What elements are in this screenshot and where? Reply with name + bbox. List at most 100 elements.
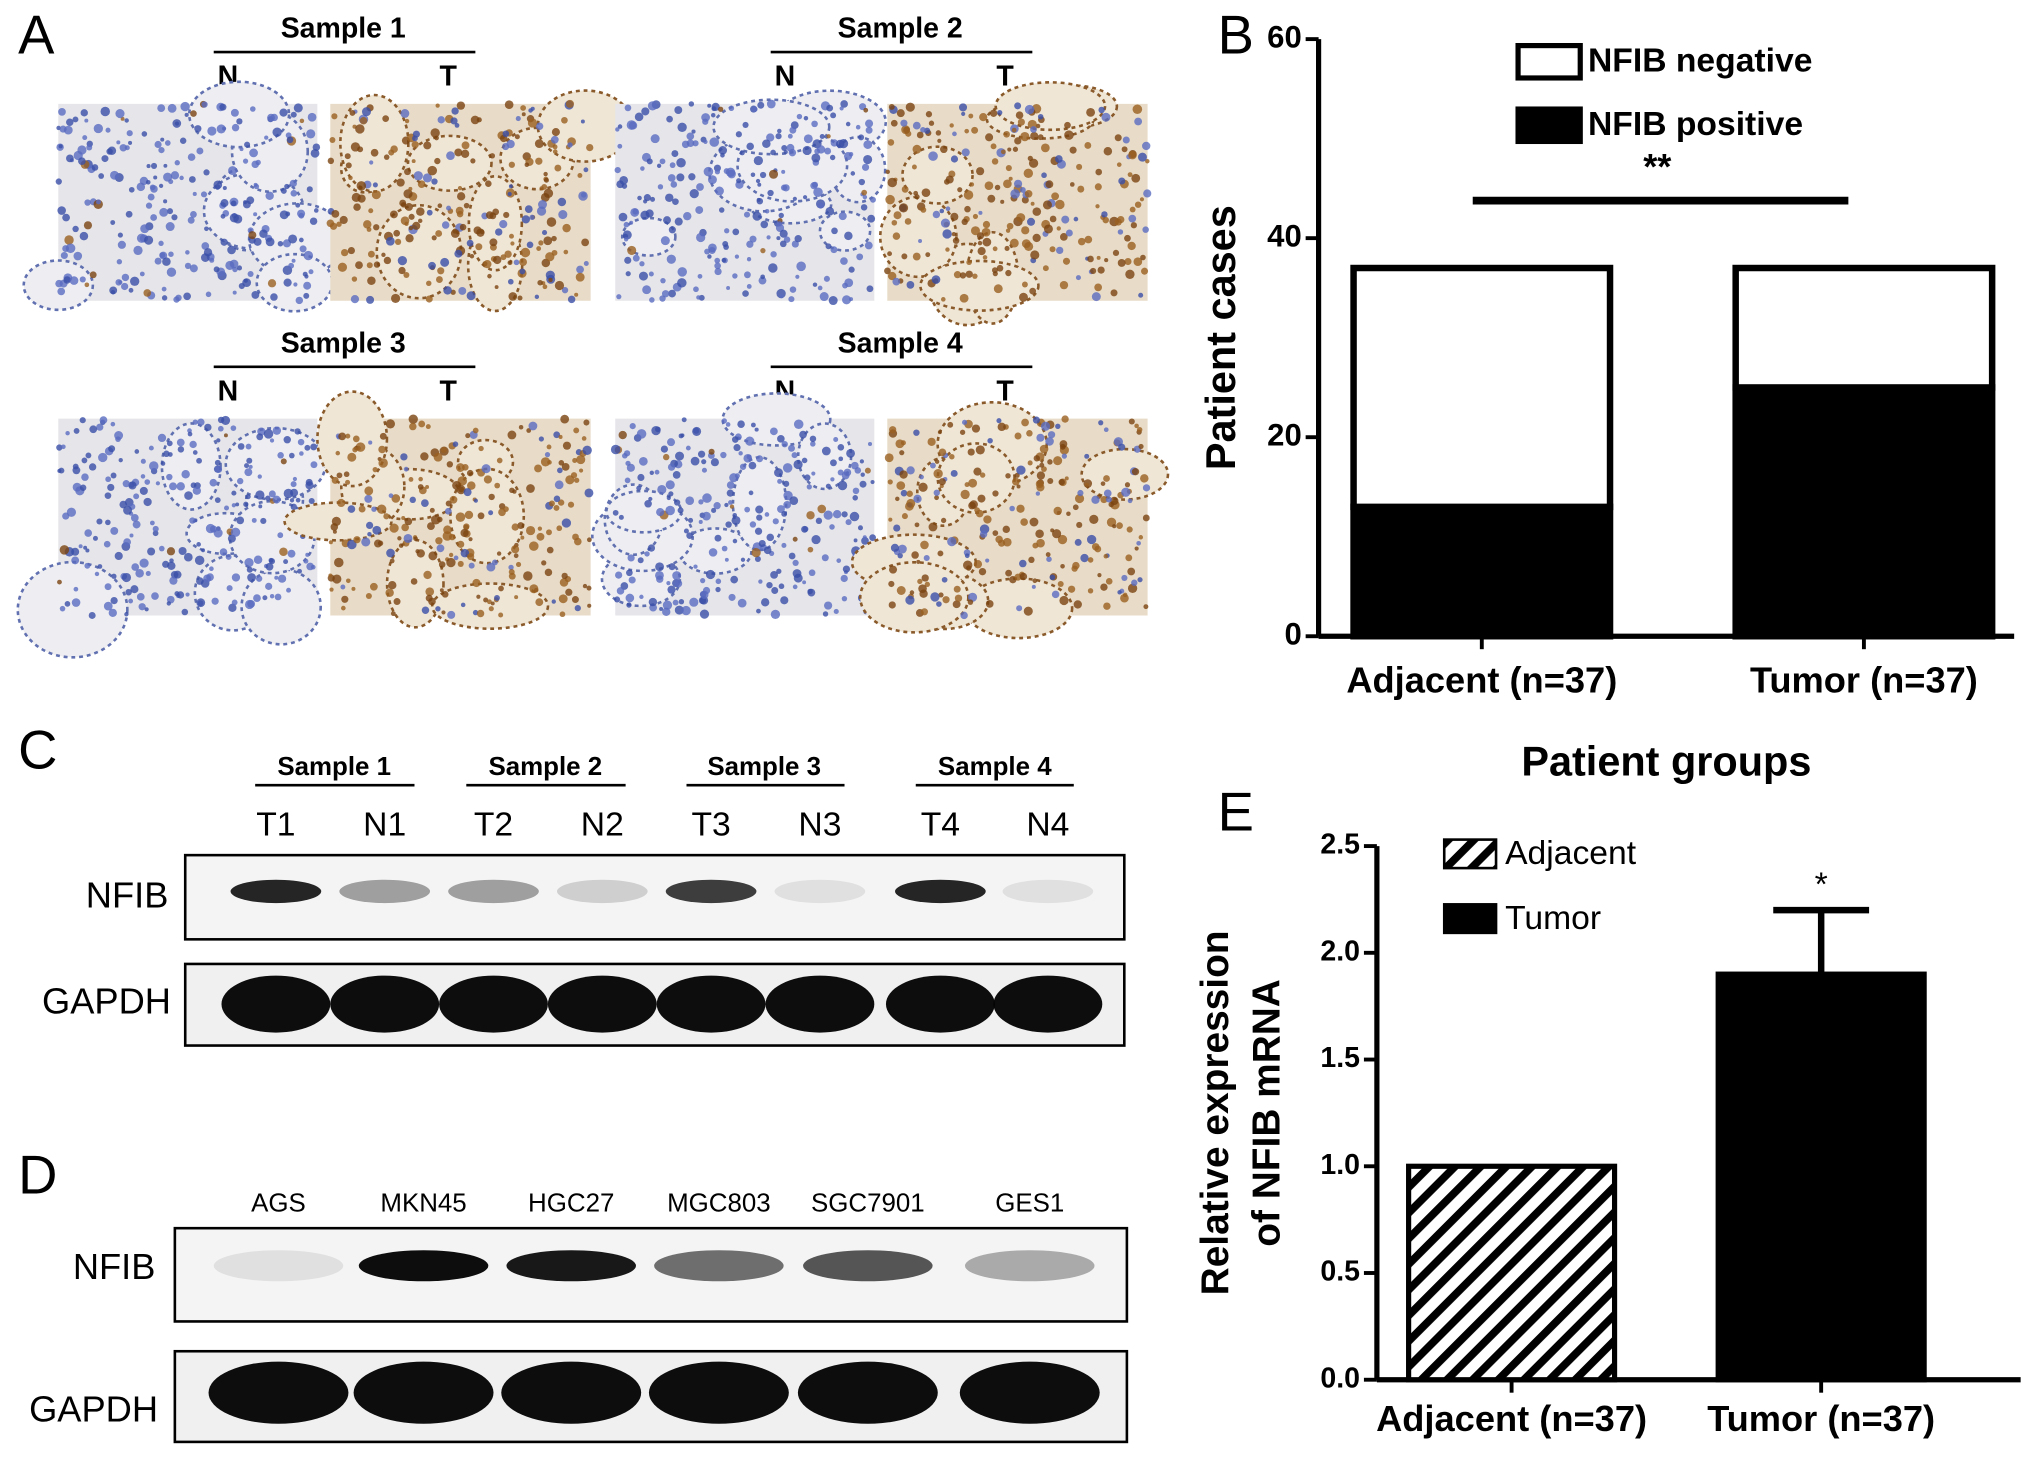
nucleus (677, 507, 684, 514)
normal-label: N (218, 375, 239, 407)
gland (620, 216, 677, 257)
nucleus (625, 271, 631, 277)
nucleus (928, 522, 938, 532)
nucleus (626, 602, 632, 608)
nucleus (829, 154, 836, 161)
nucleus (114, 551, 123, 561)
nucleus (220, 199, 229, 208)
nucleus (1133, 257, 1143, 267)
nucleus (1128, 150, 1137, 160)
nucleus (657, 484, 667, 495)
nucleus (906, 466, 915, 475)
nucleus (668, 588, 673, 594)
nucleus (938, 478, 946, 486)
nucleus (385, 588, 394, 597)
nucleus (460, 602, 466, 608)
nucleus (833, 437, 839, 443)
blot-band (439, 975, 548, 1033)
nucleus (647, 544, 656, 552)
nucleus (158, 183, 164, 188)
nucleus (911, 164, 917, 170)
nucleus (101, 155, 109, 163)
nucleus (1011, 127, 1017, 133)
nucleus (764, 208, 770, 214)
nucleus (389, 210, 398, 219)
nucleus (341, 595, 349, 603)
nucleus (777, 435, 785, 443)
nucleus (1060, 563, 1065, 569)
nucleus (582, 583, 588, 589)
nucleus (731, 436, 739, 443)
nucleus (905, 501, 914, 511)
nucleus (108, 445, 116, 453)
nucleus (920, 608, 929, 616)
nucleus (196, 457, 202, 464)
nucleus (288, 262, 295, 269)
nucleus (616, 180, 625, 189)
nucleus (504, 250, 512, 258)
nucleus (772, 518, 779, 525)
nucleus (720, 152, 725, 158)
nucleus (84, 118, 89, 123)
nucleus (245, 443, 252, 450)
nucleus (274, 575, 279, 580)
nucleus (306, 129, 316, 139)
nucleus (817, 202, 824, 209)
nucleus (639, 594, 644, 600)
nucleus (368, 208, 374, 214)
nucleus (617, 124, 623, 129)
nucleus (558, 460, 565, 466)
nucleus (464, 510, 474, 520)
nucleus (647, 101, 658, 111)
nucleus (228, 603, 237, 612)
nucleus (272, 495, 281, 504)
nucleus (1126, 526, 1133, 533)
nucleus (981, 227, 991, 237)
nucleus (1035, 480, 1044, 489)
nucleus (457, 560, 464, 567)
nucleus (789, 126, 797, 134)
nucleus (159, 207, 169, 217)
nucleus (1036, 471, 1046, 480)
nucleus (1136, 426, 1143, 433)
nucleus (364, 486, 374, 496)
nucleus (483, 475, 493, 484)
nucleus (158, 240, 164, 246)
nucleus (66, 154, 74, 163)
nucleus (862, 535, 867, 540)
nucleus (787, 133, 793, 139)
nucleus (400, 202, 407, 208)
nucleus (822, 611, 829, 617)
nucleus (770, 570, 778, 579)
nucleus (670, 181, 678, 188)
nucleus (688, 101, 695, 107)
nucleus (861, 163, 870, 171)
nucleus (550, 135, 559, 144)
nucleus (672, 571, 682, 581)
nucleus (488, 606, 494, 612)
nucleus (327, 157, 335, 165)
nucleus (192, 191, 197, 197)
nucleus (959, 272, 967, 279)
nucleus (121, 282, 129, 291)
nucleus (1013, 179, 1023, 188)
nucleus (618, 212, 628, 222)
nucleus (1030, 250, 1040, 260)
nucleus (637, 195, 642, 201)
nucleus (783, 490, 793, 501)
nucleus (463, 202, 470, 209)
nucleus (541, 560, 547, 566)
nucleus (749, 521, 757, 528)
nucleus (507, 191, 512, 197)
nucleus (94, 571, 100, 577)
nucleus (103, 540, 111, 548)
nucleus (964, 128, 970, 134)
nucleus (766, 99, 776, 109)
nucleus (1027, 460, 1033, 466)
nucleus (654, 469, 660, 475)
nucleus (177, 446, 185, 453)
nucleus (170, 171, 180, 180)
blot-band (1002, 879, 1094, 904)
nucleus (391, 293, 401, 303)
nucleus (556, 525, 563, 532)
